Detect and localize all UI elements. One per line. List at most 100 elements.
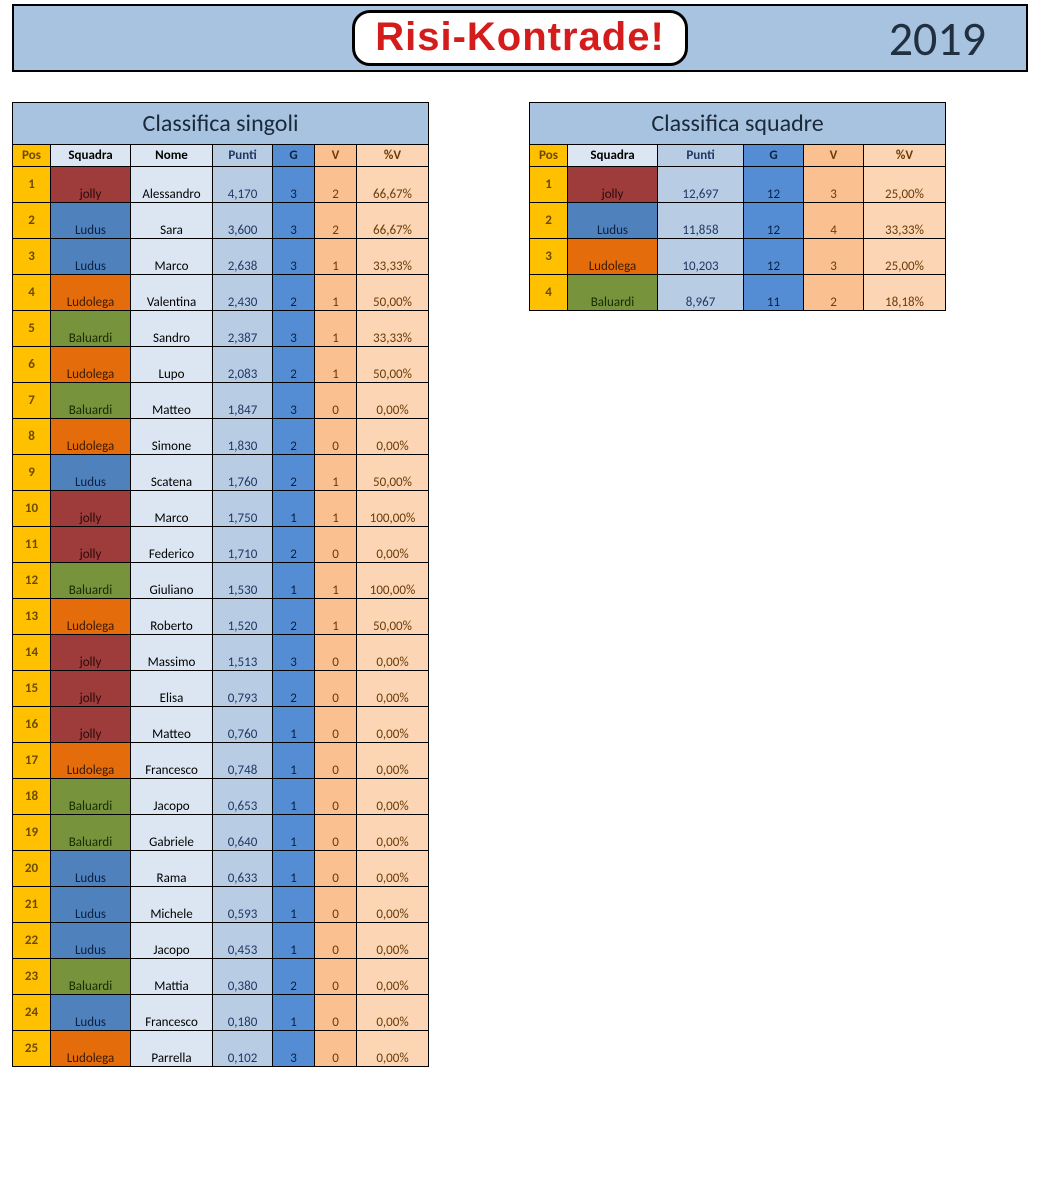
cell-nome: Matteo xyxy=(131,383,213,419)
cell-nome: Sandro xyxy=(131,311,213,347)
cell-punti: 0,748 xyxy=(213,743,273,779)
table-row: 18BaluardiJacopo0,653100,00% xyxy=(13,779,429,815)
cell-punti: 0,633 xyxy=(213,851,273,887)
col-pos: Pos xyxy=(530,145,568,167)
cell-g: 1 xyxy=(273,851,315,887)
cell-nome: Massimo xyxy=(131,635,213,671)
logo-pill: Risi-Kontrade! xyxy=(352,10,688,66)
cell-v: 1 xyxy=(315,239,357,275)
cell-punti: 0,453 xyxy=(213,923,273,959)
cell-g: 12 xyxy=(744,167,804,203)
cell-pos: 22 xyxy=(13,923,51,959)
table-row: 4Baluardi8,96711218,18% xyxy=(530,275,946,311)
cell-nome: Parrella xyxy=(131,1031,213,1067)
cell-g: 3 xyxy=(273,311,315,347)
cell-pos: 9 xyxy=(13,455,51,491)
cell-g: 2 xyxy=(273,599,315,635)
cell-pos: 14 xyxy=(13,635,51,671)
cell-v: 4 xyxy=(804,203,864,239)
cell-squad: Baluardi xyxy=(51,959,131,995)
cell-squad: jolly xyxy=(51,671,131,707)
cell-squad: jolly xyxy=(51,167,131,203)
cell-pct: 0,00% xyxy=(357,959,429,995)
cell-squad: Baluardi xyxy=(51,383,131,419)
cell-squad: Ludolega xyxy=(568,239,658,275)
cell-punti: 0,793 xyxy=(213,671,273,707)
cell-nome: Federico xyxy=(131,527,213,563)
cell-nome: Elisa xyxy=(131,671,213,707)
cell-g: 1 xyxy=(273,707,315,743)
cell-v: 1 xyxy=(315,455,357,491)
cell-pos: 25 xyxy=(13,1031,51,1067)
cell-g: 2 xyxy=(273,671,315,707)
cell-pos: 1 xyxy=(530,167,568,203)
cell-punti: 2,387 xyxy=(213,311,273,347)
table-row: 3Ludolega10,20312325,00% xyxy=(530,239,946,275)
cell-pct: 50,00% xyxy=(357,599,429,635)
cell-g: 3 xyxy=(273,239,315,275)
cell-nome: Gabriele xyxy=(131,815,213,851)
cell-pos: 3 xyxy=(530,239,568,275)
cell-pos: 19 xyxy=(13,815,51,851)
cell-g: 1 xyxy=(273,743,315,779)
cell-pct: 100,00% xyxy=(357,491,429,527)
cell-pos: 12 xyxy=(13,563,51,599)
cell-g: 3 xyxy=(273,203,315,239)
col-pct: %V xyxy=(864,145,946,167)
cell-pct: 100,00% xyxy=(357,563,429,599)
cell-nome: Marco xyxy=(131,239,213,275)
cell-v: 0 xyxy=(315,779,357,815)
cell-pos: 4 xyxy=(530,275,568,311)
cell-pos: 8 xyxy=(13,419,51,455)
cell-v: 2 xyxy=(315,167,357,203)
col-v: V xyxy=(315,145,357,167)
cell-nome: Scatena xyxy=(131,455,213,491)
cell-pct: 0,00% xyxy=(357,707,429,743)
table-row: 6LudolegaLupo2,0832150,00% xyxy=(13,347,429,383)
cell-g: 1 xyxy=(273,491,315,527)
cell-pos: 15 xyxy=(13,671,51,707)
cell-v: 0 xyxy=(315,743,357,779)
cell-nome: Matteo xyxy=(131,707,213,743)
cell-pct: 66,67% xyxy=(357,203,429,239)
teams-header-row: Pos Squadra Punti G V %V xyxy=(530,145,946,167)
cell-squad: Ludolega xyxy=(51,743,131,779)
cell-pos: 1 xyxy=(13,167,51,203)
cell-v: 0 xyxy=(315,995,357,1031)
cell-v: 1 xyxy=(315,563,357,599)
cell-squad: Ludus xyxy=(51,887,131,923)
teams-table: Classifica squadre Pos Squadra Punti G V… xyxy=(529,102,946,311)
table-row: 13LudolegaRoberto1,5202150,00% xyxy=(13,599,429,635)
table-row: 17LudolegaFrancesco0,748100,00% xyxy=(13,743,429,779)
table-row: 14jollyMassimo1,513300,00% xyxy=(13,635,429,671)
cell-squad: Ludus xyxy=(51,239,131,275)
cell-g: 1 xyxy=(273,995,315,1031)
cell-punti: 0,102 xyxy=(213,1031,273,1067)
cell-pct: 50,00% xyxy=(357,455,429,491)
cell-nome: Jacopo xyxy=(131,923,213,959)
cell-nome: Giuliano xyxy=(131,563,213,599)
cell-nome: Rama xyxy=(131,851,213,887)
table-row: 1jolly12,69712325,00% xyxy=(530,167,946,203)
cell-g: 2 xyxy=(273,455,315,491)
cell-punti: 1,520 xyxy=(213,599,273,635)
cell-squad: Ludolega xyxy=(51,275,131,311)
table-row: 25LudolegaParrella0,102300,00% xyxy=(13,1031,429,1067)
cell-pos: 16 xyxy=(13,707,51,743)
cell-punti: 10,203 xyxy=(658,239,744,275)
teams-title: Classifica squadre xyxy=(530,103,946,145)
cell-punti: 1,513 xyxy=(213,635,273,671)
logo-text: Risi-Kontrade! xyxy=(375,17,665,57)
cell-punti: 11,858 xyxy=(658,203,744,239)
table-row: 16jollyMatteo0,760100,00% xyxy=(13,707,429,743)
cell-squad: Baluardi xyxy=(51,563,131,599)
cell-pos: 2 xyxy=(13,203,51,239)
cell-v: 3 xyxy=(804,239,864,275)
cell-pct: 0,00% xyxy=(357,887,429,923)
cell-squad: jolly xyxy=(51,635,131,671)
cell-squad: jolly xyxy=(568,167,658,203)
cell-pct: 25,00% xyxy=(864,167,946,203)
cell-v: 0 xyxy=(315,887,357,923)
teams-table-wrap: Classifica squadre Pos Squadra Punti G V… xyxy=(529,102,946,311)
cell-pos: 20 xyxy=(13,851,51,887)
